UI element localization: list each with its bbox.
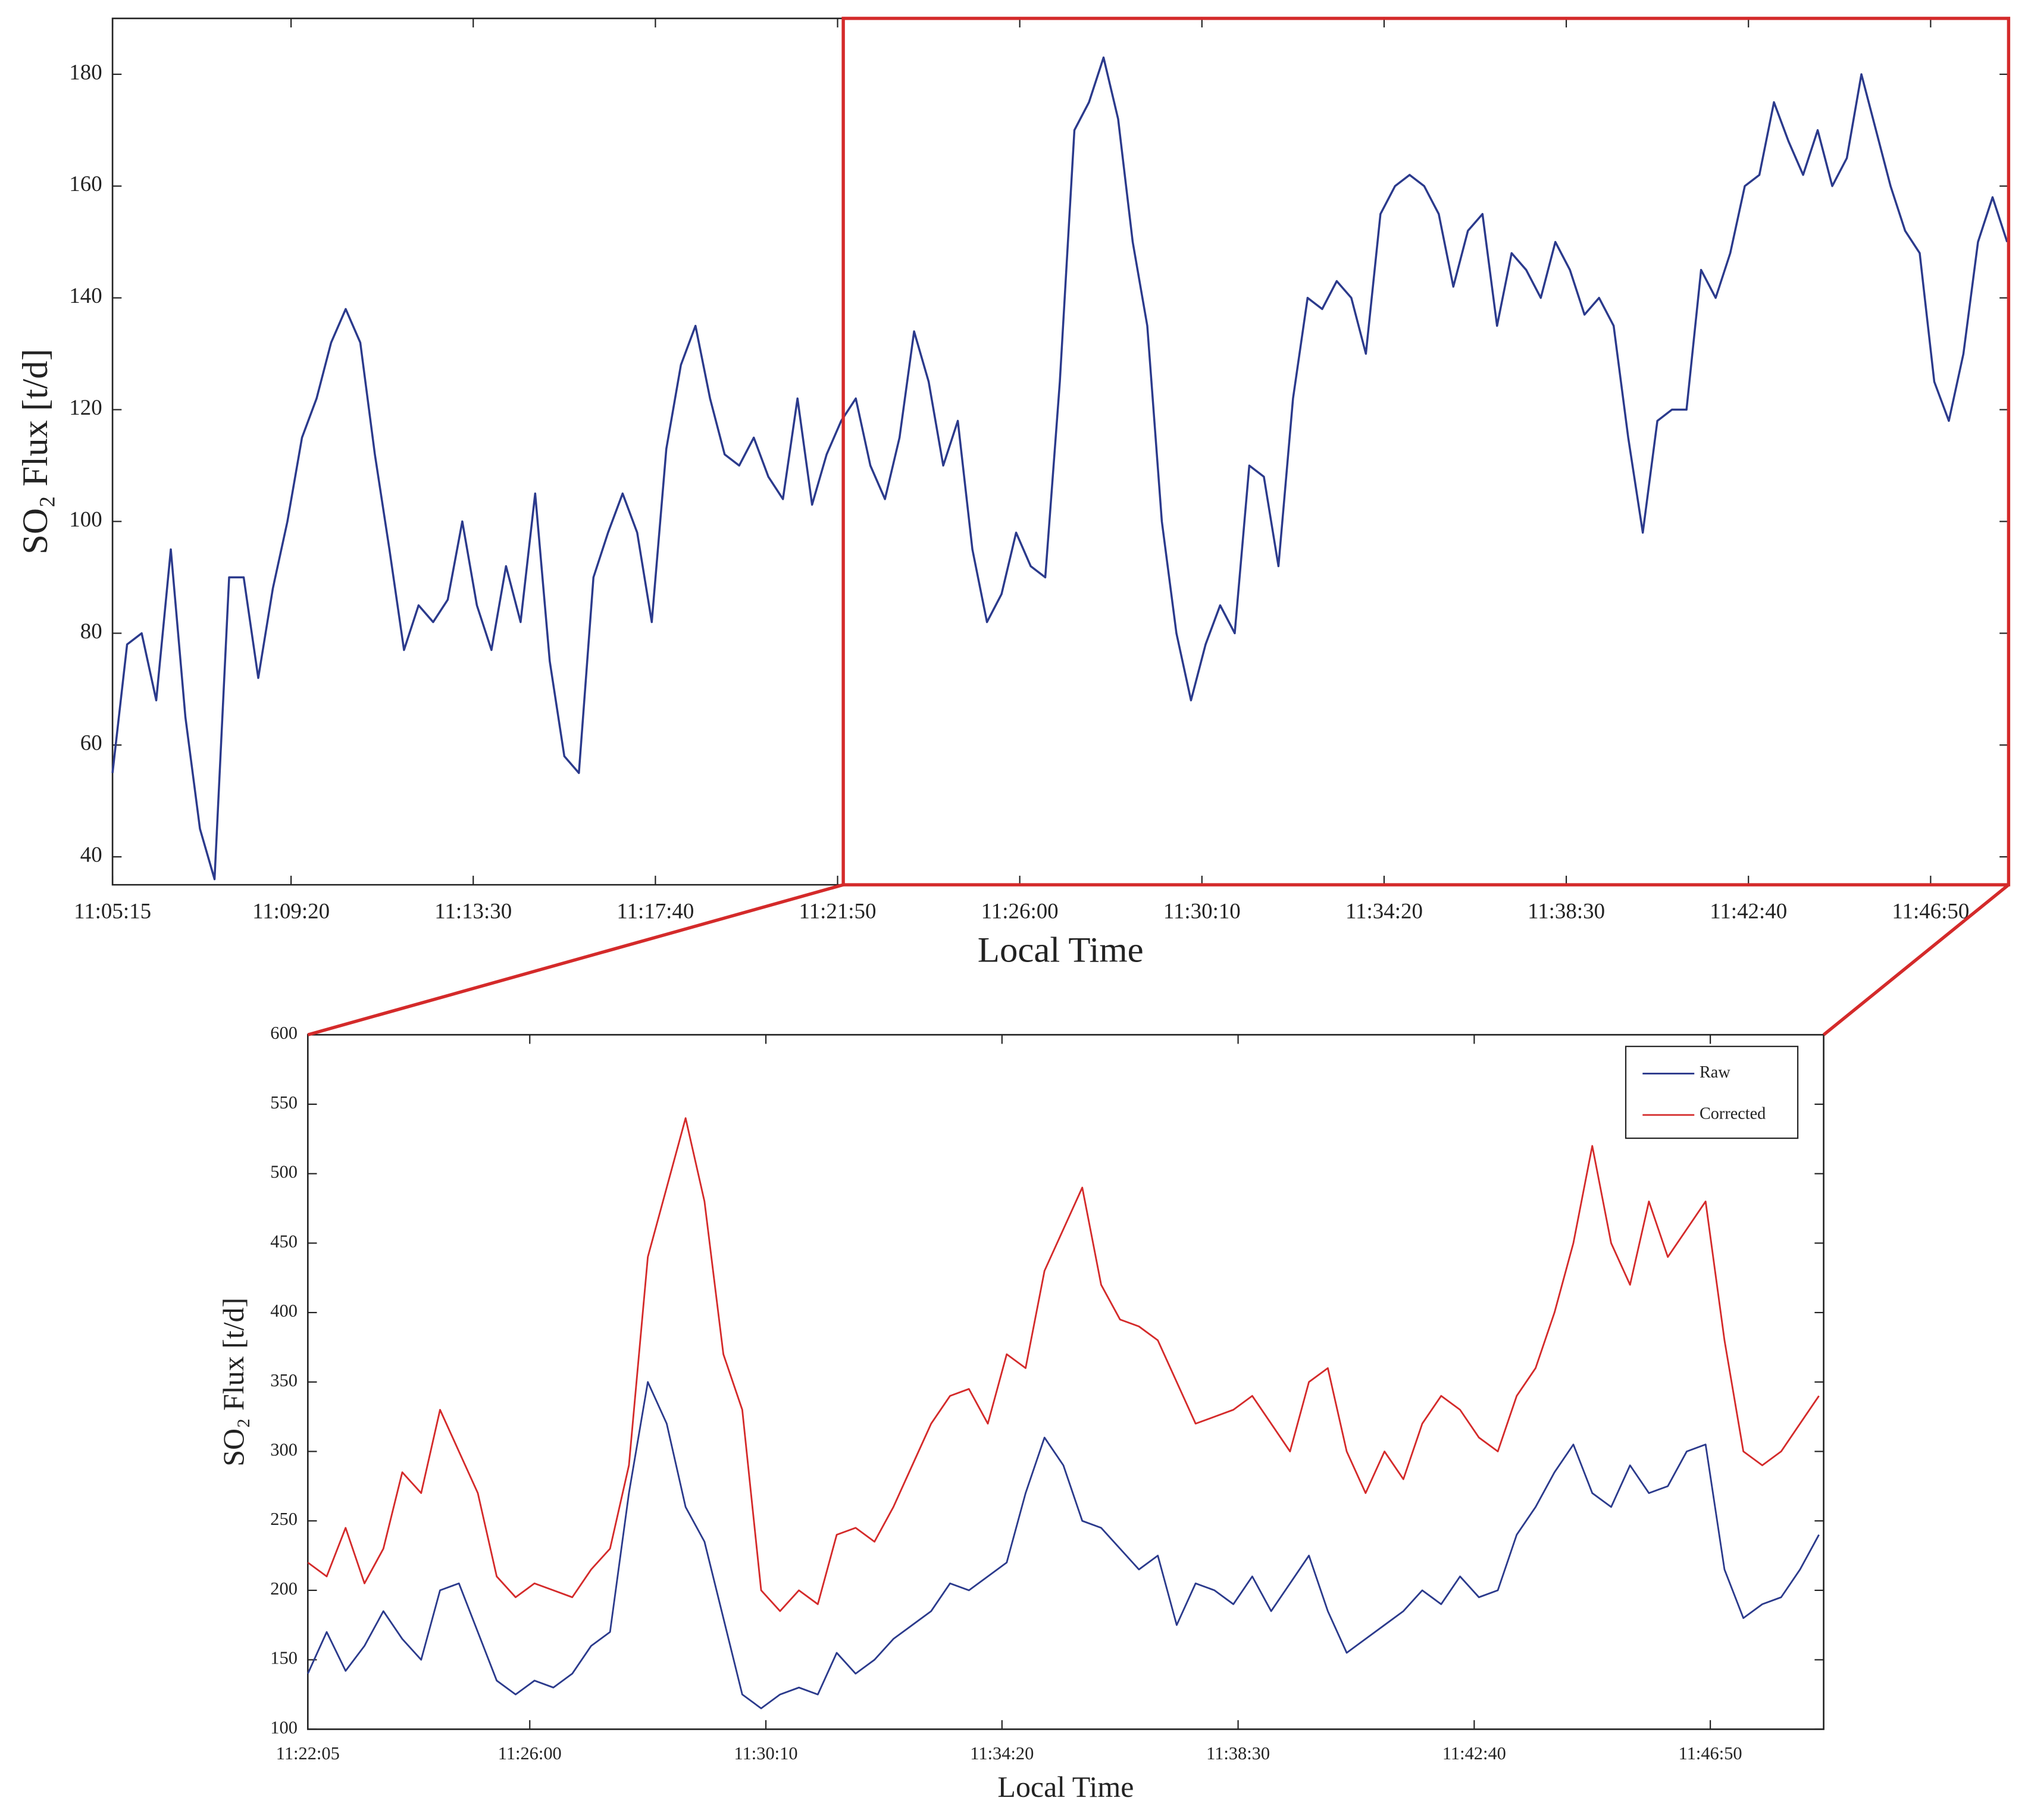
y-tick-label: 150 — [270, 1648, 298, 1668]
x-axis-label: Local Time — [997, 1770, 1134, 1803]
x-tick-label: 11:22:05 — [276, 1743, 340, 1763]
y-tick-label: 500 — [270, 1162, 298, 1182]
y-tick-label: 40 — [80, 842, 102, 867]
y-tick-label: 600 — [270, 1023, 298, 1043]
x-tick-label: 11:26:00 — [981, 898, 1059, 923]
zoom-box — [841, 17, 2011, 886]
y-tick-label: 120 — [69, 395, 102, 419]
y-tick-label: 250 — [270, 1509, 298, 1529]
y-tick-label: 140 — [69, 283, 102, 308]
x-tick-label: 11:13:30 — [434, 898, 512, 923]
x-tick-label: 11:42:40 — [1710, 898, 1787, 923]
legend-label: Corrected — [1700, 1104, 1766, 1123]
y-axis-label: SO₂ Flux [t/d] — [217, 1298, 250, 1467]
x-axis-label: Local Time — [978, 930, 1144, 970]
x-tick-label: 11:30:10 — [1163, 898, 1241, 923]
x-tick-label: 11:42:40 — [1442, 1743, 1506, 1763]
x-tick-label: 11:34:20 — [1345, 898, 1423, 923]
series-line — [306, 1381, 1820, 1709]
x-tick-label: 11:21:50 — [799, 898, 877, 923]
x-tick-label: 11:34:20 — [970, 1743, 1034, 1763]
legend: Raw Corrected — [1625, 1045, 1799, 1139]
x-tick-label: 11:09:20 — [252, 898, 330, 923]
y-tick-label: 350 — [270, 1370, 298, 1390]
x-tick-label: 11:38:30 — [1206, 1743, 1270, 1763]
y-tick-label: 180 — [69, 59, 102, 84]
y-tick-label: 160 — [69, 171, 102, 196]
legend-box — [1625, 1045, 1799, 1139]
y-tick-label: 400 — [270, 1301, 298, 1321]
x-tick-label: 11:05:15 — [74, 898, 151, 923]
y-tick-label: 80 — [80, 619, 102, 643]
y-tick-label: 200 — [270, 1578, 298, 1599]
x-tick-label: 11:17:40 — [616, 898, 694, 923]
y-tick-label: 450 — [270, 1231, 298, 1251]
zoom-connector — [1822, 884, 2010, 1036]
x-tick-label: 11:38:30 — [1528, 898, 1605, 923]
x-tick-label: 11:46:50 — [1892, 898, 1969, 923]
axes-frame — [111, 17, 844, 886]
series-line — [111, 56, 2008, 881]
legend-label: Raw — [1700, 1063, 1730, 1082]
y-tick-label: 300 — [270, 1440, 298, 1460]
x-tick-label: 11:30:10 — [734, 1743, 798, 1763]
y-tick-label: 550 — [270, 1092, 298, 1113]
y-tick-label: 100 — [270, 1717, 298, 1737]
zoom-indicator — [307, 17, 2011, 1036]
top-chart: 40 60 80 100 120 140 160 180 11:05:15 11:09:20 11:… — [15, 17, 2009, 970]
series-line — [307, 1117, 1820, 1612]
y-axis-label: SO₂ Flux [t/d] — [15, 349, 55, 555]
x-tick-label: 11:46:50 — [1679, 1743, 1742, 1763]
y-tick-label: 100 — [69, 507, 102, 531]
bottom-chart: 100 150 200 250 300 350 400 450 500 550 600 11:22:0… — [217, 1023, 1824, 1803]
zoom-connector — [307, 883, 844, 1036]
y-tick-label: 60 — [80, 731, 102, 755]
x-tick-label: 11:26:00 — [498, 1743, 562, 1763]
